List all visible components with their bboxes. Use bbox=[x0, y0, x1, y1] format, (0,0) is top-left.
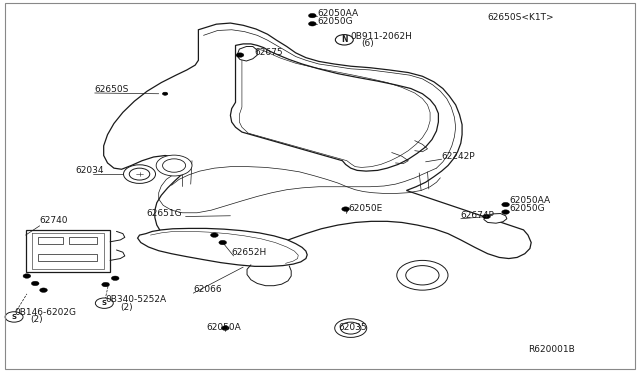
Text: 62650S: 62650S bbox=[95, 85, 129, 94]
Text: 62050A: 62050A bbox=[206, 323, 241, 332]
Circle shape bbox=[502, 210, 509, 214]
Circle shape bbox=[40, 288, 47, 292]
Text: (2): (2) bbox=[31, 315, 44, 324]
Circle shape bbox=[156, 155, 192, 176]
Text: (2): (2) bbox=[120, 303, 133, 312]
Text: R620001B: R620001B bbox=[528, 345, 575, 354]
Text: 62242P: 62242P bbox=[442, 152, 476, 161]
Text: 62050G: 62050G bbox=[317, 17, 353, 26]
Circle shape bbox=[129, 168, 150, 180]
Text: 62651G: 62651G bbox=[146, 209, 182, 218]
Polygon shape bbox=[484, 214, 507, 223]
Circle shape bbox=[5, 312, 23, 322]
Circle shape bbox=[163, 159, 186, 172]
Circle shape bbox=[406, 266, 439, 285]
Circle shape bbox=[221, 326, 229, 330]
Text: S: S bbox=[12, 314, 17, 320]
Circle shape bbox=[340, 39, 349, 44]
Text: 62050G: 62050G bbox=[509, 204, 545, 213]
Text: 62050E: 62050E bbox=[349, 204, 383, 213]
Circle shape bbox=[163, 92, 168, 95]
Circle shape bbox=[95, 298, 113, 308]
Text: 0B340-5252A: 0B340-5252A bbox=[106, 295, 167, 304]
Circle shape bbox=[342, 207, 349, 211]
Circle shape bbox=[483, 214, 490, 219]
Text: 62650S<K1T>: 62650S<K1T> bbox=[488, 13, 554, 22]
Circle shape bbox=[308, 22, 316, 26]
Text: 62050AA: 62050AA bbox=[509, 196, 550, 205]
Circle shape bbox=[397, 260, 448, 290]
Polygon shape bbox=[138, 228, 307, 266]
Circle shape bbox=[308, 13, 316, 18]
Text: S: S bbox=[102, 300, 107, 306]
Circle shape bbox=[23, 274, 31, 278]
Polygon shape bbox=[26, 230, 110, 272]
Polygon shape bbox=[230, 44, 438, 171]
Text: 62674P: 62674P bbox=[461, 211, 495, 220]
Text: 62740: 62740 bbox=[40, 216, 68, 225]
Polygon shape bbox=[38, 237, 63, 244]
Text: 0B911-2062H: 0B911-2062H bbox=[351, 32, 413, 41]
Polygon shape bbox=[237, 46, 257, 61]
Text: 0B146-6202G: 0B146-6202G bbox=[14, 308, 76, 317]
Circle shape bbox=[335, 35, 353, 45]
Polygon shape bbox=[69, 237, 97, 244]
Text: 62066: 62066 bbox=[193, 285, 222, 294]
Circle shape bbox=[219, 240, 227, 245]
Circle shape bbox=[340, 322, 361, 334]
Circle shape bbox=[335, 319, 367, 337]
Circle shape bbox=[236, 53, 244, 57]
Text: 62652H: 62652H bbox=[232, 248, 267, 257]
Text: 62035: 62035 bbox=[338, 323, 367, 332]
Circle shape bbox=[502, 202, 509, 207]
Text: 62050AA: 62050AA bbox=[317, 9, 358, 18]
Text: N: N bbox=[341, 35, 348, 44]
Text: 62675: 62675 bbox=[255, 48, 284, 57]
Circle shape bbox=[31, 281, 39, 286]
Circle shape bbox=[102, 282, 109, 287]
Circle shape bbox=[124, 165, 156, 183]
Text: (6): (6) bbox=[362, 39, 374, 48]
Polygon shape bbox=[104, 23, 531, 259]
Text: 62034: 62034 bbox=[76, 166, 104, 175]
Circle shape bbox=[211, 233, 218, 237]
Circle shape bbox=[111, 276, 119, 280]
Polygon shape bbox=[38, 254, 97, 261]
